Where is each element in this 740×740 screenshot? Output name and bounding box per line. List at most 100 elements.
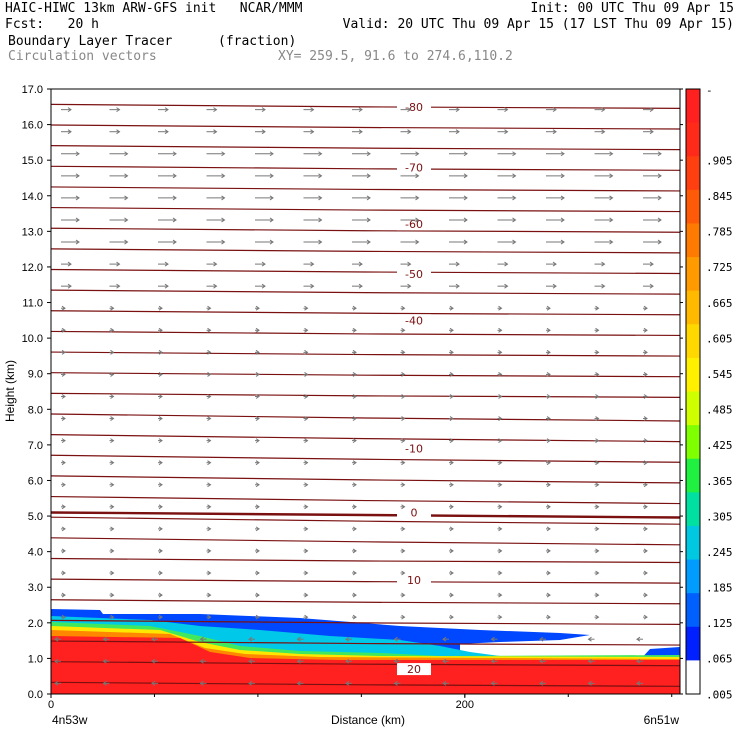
colorbar-segment <box>686 290 700 325</box>
y-tick-label: 16.0 <box>22 120 43 132</box>
contour-label: -60 <box>405 218 423 231</box>
circulation-vector <box>400 548 406 554</box>
circulation-vector <box>546 195 565 201</box>
circulation-vector <box>102 658 110 664</box>
circulation-vector <box>345 658 352 664</box>
circulation-vector <box>199 636 207 642</box>
circulation-vector <box>109 460 115 466</box>
x-axis-label: Distance (km) <box>331 713 405 727</box>
circulation-vector <box>61 283 72 289</box>
field-name: Boundary Layer Tracer <box>8 34 173 49</box>
circulation-vector <box>636 658 643 664</box>
circulation-vector <box>206 217 226 223</box>
circulation-vector <box>449 372 454 377</box>
circulation-vector <box>400 614 406 620</box>
y-axis-label: Height (km) <box>3 360 17 422</box>
y-tick-label: 8.0 <box>28 404 43 416</box>
circulation-vector <box>449 416 454 421</box>
circulation-vector <box>449 438 454 444</box>
circulation-vector <box>442 658 449 664</box>
circulation-vector <box>255 570 260 576</box>
colorbar-segment <box>686 156 700 191</box>
circulation-vector <box>303 460 309 466</box>
colorbar-label: .065 <box>706 653 733 666</box>
contour-label-bg <box>397 218 431 231</box>
circulation-vector <box>158 504 163 510</box>
circulation-vector <box>546 217 565 223</box>
circulation-vector <box>643 526 648 532</box>
circulation-vector <box>587 658 595 664</box>
circulation-vector <box>546 504 551 510</box>
circulation-vector <box>61 570 66 576</box>
circulation-vector <box>303 438 309 444</box>
circulation-vector <box>594 438 600 444</box>
circulation-vector <box>497 504 503 510</box>
circulation-vector <box>594 548 600 554</box>
circulation-vector <box>449 173 468 179</box>
circulation-vector <box>442 636 449 642</box>
circulation-vector <box>352 129 363 135</box>
circulation-vector <box>303 570 309 576</box>
circulation-vector <box>400 504 406 510</box>
circulation-vector <box>303 107 315 113</box>
circulation-vector <box>497 349 503 355</box>
circulation-vector <box>587 636 595 642</box>
circulation-vector <box>643 261 654 267</box>
circulation-vector <box>61 438 66 444</box>
circulation-vector <box>497 107 509 113</box>
circulation-vector <box>158 195 177 201</box>
field-unit: (fraction) <box>218 34 297 49</box>
y-tick-label: 15.0 <box>22 155 43 167</box>
circulation-vector <box>400 526 406 532</box>
circulation-vector <box>158 460 163 466</box>
y-tick-label: 17.0 <box>22 84 43 96</box>
circulation-vector <box>109 195 129 201</box>
circulation-vector <box>594 372 600 377</box>
circulation-vector <box>546 416 551 421</box>
contour-label: 10 <box>407 574 421 587</box>
circulation-vector <box>206 460 212 466</box>
circulation-vector <box>643 107 654 113</box>
circulation-vector <box>206 195 226 201</box>
circulation-vector <box>206 173 226 179</box>
circulation-vector <box>255 504 260 510</box>
x-tick-label: 0 <box>48 699 54 711</box>
circulation-vector <box>449 195 468 201</box>
circulation-vector <box>255 394 260 399</box>
circulation-vector <box>199 658 207 664</box>
circulation-vector <box>109 504 115 510</box>
circulation-vector <box>352 416 357 421</box>
circulation-vector <box>643 372 648 377</box>
circulation-vector <box>255 327 260 333</box>
circulation-vector <box>61 305 66 311</box>
circulation-vector <box>109 372 115 377</box>
circulation-vector <box>546 173 565 179</box>
circulation-vector <box>594 327 600 333</box>
circulation-vector <box>352 283 363 289</box>
colorbar-label: .605 <box>706 332 733 345</box>
y-tick-label: 12.0 <box>22 262 43 274</box>
x-endpoint-left: 4n53w <box>52 713 88 727</box>
temperature-contour <box>50 619 681 625</box>
circulation-vector <box>594 195 614 201</box>
y-tick-label: 14.0 <box>22 191 43 203</box>
circulation-vector <box>497 526 503 532</box>
y-tick-label: 1.0 <box>28 653 43 665</box>
circulation-vector <box>61 394 66 399</box>
circulation-vector <box>303 548 309 554</box>
y-tick-label: 0.0 <box>28 689 43 701</box>
circulation-vector <box>109 394 115 399</box>
circulation-vector <box>643 614 648 620</box>
circulation-vector <box>643 217 662 223</box>
contour-label: -50 <box>405 268 423 281</box>
circulation-vector <box>497 438 503 444</box>
x-endpoint-right: 6n51w <box>644 713 680 727</box>
circulation-vector <box>594 283 606 289</box>
circulation-vector <box>303 372 309 377</box>
circulation-vector <box>539 636 546 642</box>
circulation-vector <box>400 592 406 598</box>
circulation-vector <box>643 416 648 421</box>
circulation-vector <box>303 349 309 355</box>
circulation-vector <box>643 504 648 510</box>
